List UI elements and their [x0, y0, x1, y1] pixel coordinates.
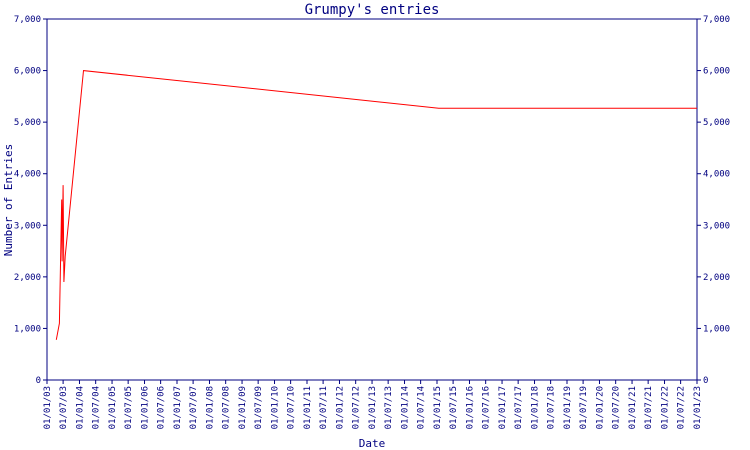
x-tick-label: 01/07/06	[157, 386, 167, 429]
x-tick-label: 01/07/14	[417, 386, 427, 429]
x-tick-label: 01/07/09	[254, 386, 264, 429]
y-tick-label-right: 4,000	[703, 170, 730, 180]
x-tick-label: 01/01/16	[465, 386, 475, 429]
x-tick-label: 01/07/03	[59, 386, 69, 429]
x-tick-label: 01/01/08	[205, 386, 215, 429]
x-tick-label: 01/01/05	[108, 386, 118, 429]
series-group	[55, 70, 697, 340]
y-tick-label-right: 7,000	[703, 15, 730, 25]
x-tick-label: 01/07/12	[352, 386, 362, 429]
y-tick-label-left: 6,000	[14, 67, 41, 77]
series-line	[55, 70, 697, 340]
y-tick-label-left: 0	[36, 376, 41, 386]
x-tick-label: 01/01/13	[368, 386, 378, 429]
chart-title: Grumpy's entries	[305, 2, 440, 18]
x-tick-label: 01/01/19	[563, 386, 573, 429]
x-tick-label: 01/07/05	[124, 386, 134, 429]
y-tick-label-right: 2,000	[703, 273, 730, 283]
x-tick-label: 01/07/18	[547, 386, 557, 429]
x-tick-label: 01/07/22	[677, 386, 687, 429]
y-tick-label-left: 4,000	[14, 170, 41, 180]
x-tick-label: 01/01/21	[628, 386, 638, 429]
x-tick-label: 01/07/11	[319, 386, 329, 429]
x-tick-label: 01/07/07	[189, 386, 199, 429]
x-tick-label: 01/01/04	[75, 386, 85, 429]
y-tick-label-right: 3,000	[703, 221, 730, 231]
y-tick-label-left: 7,000	[14, 15, 41, 25]
x-tick-label: 01/01/14	[401, 386, 411, 429]
x-tick-label: 01/07/10	[287, 386, 297, 429]
x-tick-label: 01/01/07	[173, 386, 183, 429]
x-tick-label: 01/01/06	[141, 386, 151, 429]
x-tick-label: 01/01/22	[661, 386, 671, 429]
x-tick-label: 01/01/17	[498, 386, 508, 429]
x-tick-label: 01/01/12	[335, 386, 345, 429]
x-tick-label: 01/01/10	[271, 386, 281, 429]
x-tick-label: 01/07/20	[612, 386, 622, 429]
x-tick-label: 01/07/16	[482, 386, 492, 429]
axis-ticks: 0 0 1,000 1,000 2,000 2,000 3,000 3,000 4,000 4,0…	[14, 15, 730, 429]
x-tick-label: 01/01/09	[238, 386, 248, 429]
x-tick-label: 01/07/04	[92, 386, 102, 429]
x-tick-label: 01/07/19	[579, 386, 589, 429]
y-tick-label-right: 0	[703, 376, 708, 386]
x-axis-label: Date	[359, 437, 386, 450]
x-tick-label: 01/07/08	[222, 386, 232, 429]
y-tick-label-right: 6,000	[703, 67, 730, 77]
y-tick-label-left: 2,000	[14, 273, 41, 283]
y-tick-label-left: 1,000	[14, 324, 41, 334]
y-tick-label-right: 5,000	[703, 118, 730, 128]
y-tick-label-left: 5,000	[14, 118, 41, 128]
x-tick-label: 01/01/23	[693, 386, 703, 429]
x-tick-label: 01/01/03	[43, 386, 53, 429]
x-tick-label: 01/07/13	[384, 386, 394, 429]
plot-frame	[46, 18, 698, 381]
x-tick-label: 01/07/21	[644, 386, 654, 429]
y-axis-label: Number of Entries	[2, 144, 15, 257]
y-tick-label-right: 1,000	[703, 324, 730, 334]
x-tick-label: 01/01/11	[303, 386, 313, 429]
x-tick-label: 01/01/20	[595, 386, 605, 429]
x-tick-label: 01/01/15	[433, 386, 443, 429]
y-tick-label-left: 3,000	[14, 221, 41, 231]
x-tick-label: 01/01/18	[531, 386, 541, 429]
x-tick-label: 01/07/15	[449, 386, 459, 429]
x-tick-label: 01/07/17	[514, 386, 524, 429]
